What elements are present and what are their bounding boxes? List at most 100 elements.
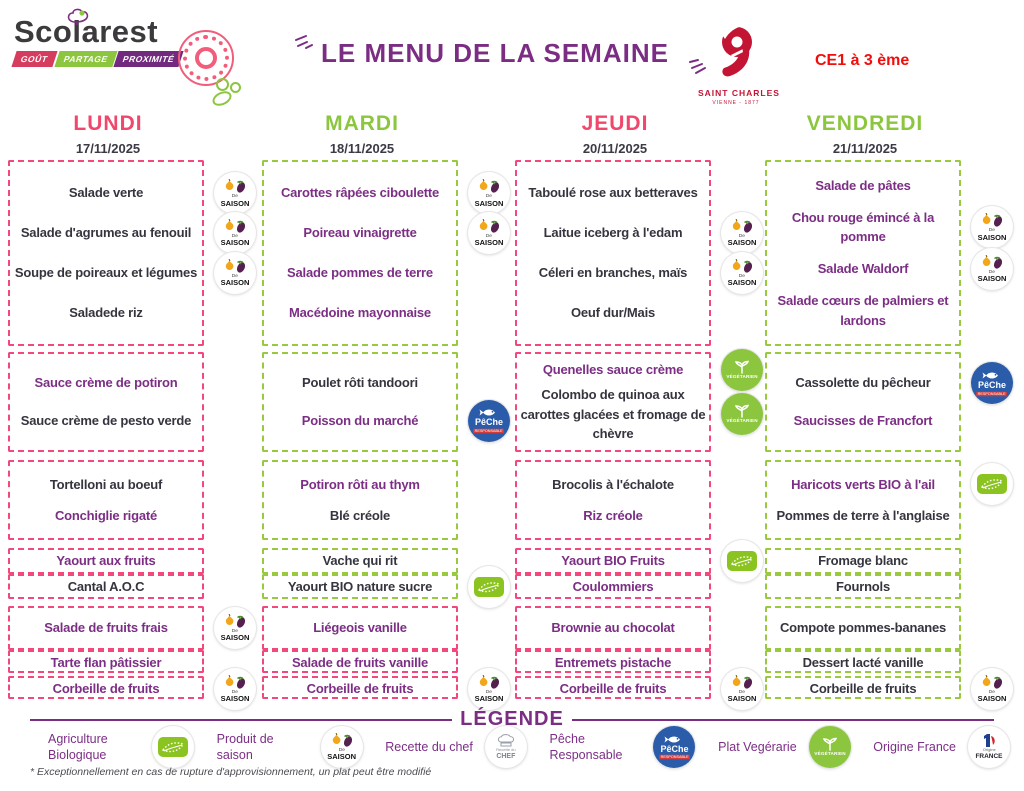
legend-label: Agriculture Biologique [48, 731, 108, 762]
day-column-mardi: MARDI 18/11/2025 Carottes râpées ciboulett… [262, 112, 514, 712]
legend-item-saison: Produit de saison De SAISON [217, 726, 363, 768]
saison-badge-icon: De SAISON [721, 251, 763, 294]
green-dot-icon [210, 88, 234, 109]
menu-box: Dessert lacté vanille [765, 650, 961, 673]
legend-divider [30, 718, 453, 721]
menu-box: Tortelloni au boeuf Conchiglie rigaté [8, 460, 204, 540]
menu-item: Haricots verts BIO à l'ail [791, 476, 935, 492]
menu-item: Oeuf dur/Mais [570, 305, 656, 321]
menu-item: Carottes râpées ciboulette [280, 185, 440, 201]
menu-item: Poulet rôti tandoori [302, 375, 418, 391]
menu-item: Saladede riz [69, 305, 143, 321]
menu-item: Fromage blanc [818, 553, 908, 569]
day-date: 21/11/2025 [832, 141, 898, 156]
vegetarien-badge-icon: VÉGÉTARIEN [721, 349, 763, 392]
menu-box: Salade de fruits vanille [262, 650, 458, 673]
day-column-lundi: LUNDI 17/11/2025 Salade verte Salade d'agru… [8, 112, 260, 712]
menu-item: Sauce crème de pesto verde [20, 413, 192, 429]
page-title-wrap: LE MENU DE LA SEMAINE [295, 35, 706, 74]
stamp-icon [178, 30, 234, 86]
menu-item: Cantal A.O.C [67, 579, 145, 594]
tagline-gout: GOÛT [11, 51, 58, 67]
menu-item: Vache qui rit [322, 553, 398, 569]
peche-badge-icon: PêChe RESPONSABLE [653, 726, 696, 768]
saison-badge-icon: De SAISON [214, 607, 256, 649]
legend-label: Produit de saison [216, 731, 274, 762]
saint-charles-monogram [720, 24, 752, 77]
brand-tagline: GOÛT PARTAGE PROXIMITÉ [11, 51, 185, 67]
saison-badge-icon: De SAISON [214, 172, 256, 215]
saison-badge-icon: De SAISON [214, 667, 256, 710]
class-level: CE1 à 3 ème [815, 52, 910, 69]
bio-badge-icon [971, 463, 1013, 506]
menu-item: Compote pommes-bananes [779, 620, 947, 636]
legend-label: Recette du chef [385, 739, 473, 754]
menu-box: Corbeille de fruits [515, 676, 711, 699]
menu-item: Salade de fruits vanille [291, 655, 429, 670]
menu-box: Quenelles sauce crème Colombo de quinoa a… [515, 352, 711, 452]
green-dot-icon [216, 78, 229, 91]
menu-box: Cantal A.O.C [8, 574, 204, 599]
day-name: VENDREDI [806, 112, 924, 135]
menu-item: Yaourt BIO Fruits [561, 553, 665, 569]
day-name: MARDI [325, 112, 399, 135]
menu-item: Laitue iceberg à l'edam [543, 225, 683, 241]
page-title: LE MENU DE LA SEMAINE [321, 38, 669, 68]
menu-item: Tortelloni au boeuf [49, 476, 163, 492]
menu-item: Soupe de poireaux et légumes [14, 265, 198, 281]
saison-badge-icon: De SAISON [320, 726, 363, 768]
menu-item: Potiron rôti au thym [300, 476, 420, 492]
legend-items: Agriculture Biologique Produit de saison D… [48, 726, 1010, 768]
saison-badge-icon: De SAISON [468, 212, 510, 255]
saison-badge-icon: De SAISON [721, 667, 763, 710]
saint-charles-logo: SAINT CHARLES VIENNE - 1877 [698, 24, 780, 106]
menu-box: Salade verte Salade d'agrumes au fenouil S… [8, 160, 204, 346]
menu-box: Liégeois vanille [262, 606, 458, 650]
peche-badge-icon: PêChe RESPONSABLE [971, 362, 1013, 405]
menu-box: Fournols [765, 574, 961, 599]
menu-box: Sauce crème de potiron Sauce crème de pes… [8, 352, 204, 452]
day-date: 18/11/2025 [329, 141, 395, 156]
menu-box: Brocolis à l'échalote Riz créole [515, 460, 711, 540]
school-name: SAINT CHARLES [698, 88, 780, 98]
menu-box: Yaourt BIO nature sucre [262, 574, 458, 599]
menu-box: Corbeille de fruits [262, 676, 458, 699]
menu-box: Yaourt aux fruits [8, 548, 204, 574]
saison-badge-icon: De SAISON [971, 248, 1013, 291]
menu-box: Haricots verts BIO à l'ail Pommes de terr… [765, 460, 961, 540]
menu-box: Fromage blanc [765, 548, 961, 574]
saison-badge-icon: De SAISON [468, 172, 510, 215]
menu-item: Sauce crème de potiron [34, 375, 178, 391]
menu-item: Quenelles sauce crème [542, 362, 684, 378]
legend-item-bio: Agriculture Biologique [48, 726, 194, 768]
menu-item: Poisson du marché [301, 413, 419, 429]
menu-item: Coulommiers [572, 579, 654, 594]
brand-name: Scolarest [14, 14, 159, 49]
menu-box: Vache qui rit [262, 548, 458, 574]
legend-header: LÉGENDE [30, 708, 994, 731]
bio-badge-icon [721, 540, 763, 582]
menu-item: Corbeille de fruits [809, 681, 917, 696]
day-column-jeudi: JEUDI 20/11/2025 Taboulé rose aux betterav… [515, 112, 767, 712]
menu-box: Entremets pistache [515, 650, 711, 673]
menu-box: Potiron rôti au thym Blé créole [262, 460, 458, 540]
menu-item: Salade d'agrumes au fenouil [20, 225, 192, 241]
menu-box: Compote pommes-bananes [765, 606, 961, 650]
menu-box: Corbeille de fruits [765, 676, 961, 699]
saison-badge-icon: De SAISON [468, 667, 510, 710]
day-name: LUNDI [73, 112, 143, 135]
legend-divider [571, 718, 994, 721]
saison-badge-icon: De SAISON [214, 212, 256, 255]
tagline-proximite: PROXIMITÉ [113, 51, 185, 67]
menu-item: Corbeille de fruits [306, 681, 414, 696]
menu-item: Fournols [835, 579, 890, 594]
saison-badge-icon: De SAISON [214, 251, 256, 294]
menu-item: Cassolette du pêcheur [795, 375, 931, 391]
menu-item: Liégeois vanille [313, 620, 407, 636]
menu-item: Yaourt aux fruits [56, 553, 156, 569]
menu-box: Salade de fruits frais [8, 606, 204, 650]
menu-item: Blé créole [329, 507, 391, 523]
saison-badge-icon: De SAISON [721, 212, 763, 255]
menu-item: Macédoine mayonnaise [289, 305, 431, 321]
menu-item: Entremets pistache [554, 655, 672, 670]
